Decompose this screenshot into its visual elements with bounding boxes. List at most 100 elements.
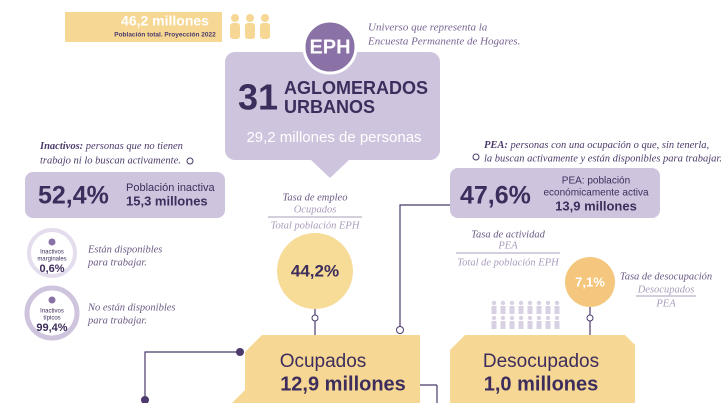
person-icon [527, 315, 533, 321]
rate-numerator: PEA [497, 240, 518, 251]
group-circle [27, 228, 77, 278]
group-note: para trabajar. [87, 257, 147, 268]
inactive-total: 15,3 millones [126, 193, 208, 208]
person-icon [536, 321, 542, 329]
unemployed-label: Desocupados [483, 351, 599, 372]
eph-badge [302, 19, 358, 75]
term: Inactivos: [39, 141, 83, 152]
dot [186, 157, 194, 165]
group-note: para trabajar. [87, 315, 147, 326]
person-icon [545, 300, 551, 306]
inactive-definition: trabajo ni lo buscan activamente. [40, 155, 181, 166]
person-icon [545, 321, 551, 329]
person-icon [554, 300, 560, 306]
connector [144, 351, 240, 403]
employment-rate: 44,2% [291, 261, 339, 280]
group-name: Inactivos [40, 309, 64, 315]
icon [48, 296, 56, 304]
inactive-label: Población inactiva [126, 182, 216, 194]
person-icon [527, 300, 533, 306]
person-icon [536, 306, 542, 314]
person-icon [554, 306, 560, 314]
group-note: Están disponibles [87, 244, 162, 255]
population: 46,2 millones [121, 13, 209, 29]
person-icon [500, 306, 506, 314]
person-icon [536, 300, 542, 306]
employed-label: Ocupados [280, 351, 367, 372]
icon [48, 238, 56, 246]
person-icon [554, 321, 560, 329]
people-icons [491, 300, 560, 329]
dot [236, 348, 244, 356]
employed-box [232, 335, 420, 403]
eph-label: EPH [309, 36, 350, 58]
group-name: Inactivos [40, 250, 64, 256]
dot [311, 314, 319, 322]
eph-description: Encuesta Permanente de Hogares. [367, 36, 520, 48]
rate-denominator: PEA [655, 298, 676, 309]
group-circle [24, 285, 80, 341]
unemployed-total: 1,0 millones [484, 373, 599, 395]
inactive-rate: 52,4% [38, 182, 109, 210]
person-icon [545, 306, 551, 314]
pea-rate: 47,6% [460, 182, 531, 210]
person-icon [527, 321, 533, 329]
person-icon [491, 321, 497, 329]
unemployed-box [450, 335, 635, 403]
definition: personas con una ocupación o que, sin te… [510, 140, 710, 151]
urban-label: URBANOS [284, 97, 375, 117]
person-icon [536, 315, 542, 321]
rate-title: Tasa de actividad [471, 229, 545, 240]
person-icon [545, 315, 551, 321]
urban-people: 29,2 millones de personas [246, 129, 421, 146]
pea-label: económicamente activa [543, 188, 648, 199]
person-icon [491, 315, 497, 321]
person-icon [518, 321, 524, 329]
person-icon [500, 321, 506, 329]
urban-label: AGLOMERADOS [284, 78, 428, 98]
pea-label: PEA: población [562, 176, 630, 187]
employment-circle [277, 233, 353, 309]
group-share: 0,6% [39, 263, 64, 275]
group-name: marginales [37, 257, 66, 263]
rate-numerator: Ocupados [294, 204, 337, 215]
rate-denominator: Total población EPH [271, 220, 361, 231]
pea-definition: PEA: personas con una ocupación o que, s… [484, 140, 709, 151]
rate-numerator: Desocupados [637, 284, 695, 295]
group-name: típicos [43, 316, 60, 322]
inactive-box [25, 172, 225, 218]
unemployment-circle [565, 257, 615, 307]
person-icon [491, 306, 497, 314]
urban-pointer [310, 159, 350, 178]
people-icons [230, 14, 270, 39]
group-share: 99,4% [36, 322, 67, 334]
person-icon [554, 315, 560, 321]
person-icon [491, 300, 497, 306]
term: PEA: [484, 140, 508, 151]
person-icon [500, 315, 506, 321]
person-icon [518, 306, 524, 314]
employed-total: 12,9 millones [280, 373, 406, 395]
person-icon [500, 300, 506, 306]
inactive-definition: Inactivos: personas que no tienen [39, 141, 183, 152]
definition: personas que no tienen [85, 141, 183, 152]
connectors [144, 204, 591, 403]
urban-box [225, 52, 440, 160]
person-icon [509, 300, 515, 306]
dot [586, 314, 594, 322]
person-icon [509, 321, 515, 329]
population-caption: Población total. Proyección 2022 [114, 32, 216, 39]
pea-total: 13,9 millones [555, 198, 637, 213]
person-icon [527, 306, 533, 314]
urban-count: 31 [238, 77, 278, 118]
person-icon [518, 315, 524, 321]
dot [141, 396, 149, 403]
person-icon [518, 300, 524, 306]
rate-title: Tasa de desocupación [620, 271, 712, 282]
pea-box [450, 168, 660, 218]
rate-title: Tasa de empleo [283, 192, 348, 203]
person-icon [509, 315, 515, 321]
dot [472, 153, 480, 161]
